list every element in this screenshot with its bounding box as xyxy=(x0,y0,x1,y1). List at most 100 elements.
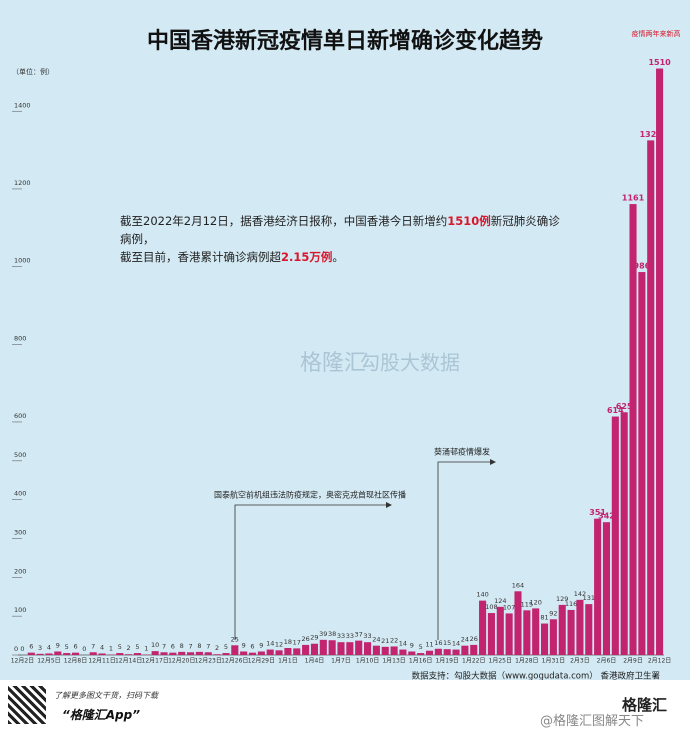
value-label: 9 xyxy=(56,642,60,650)
summary-highlight: 1510例 xyxy=(447,214,491,228)
bar xyxy=(125,654,133,655)
bar xyxy=(434,648,442,655)
x-tick-label: 2月9日 xyxy=(623,658,643,665)
bar xyxy=(257,651,265,655)
bar xyxy=(364,642,372,655)
bar xyxy=(487,613,495,655)
value-label: 15 xyxy=(443,639,451,647)
x-tick-label: 12月26日 xyxy=(221,658,248,665)
bar xyxy=(302,644,310,655)
footer-hint: 了解更多图文干货，扫码下载 xyxy=(54,691,158,700)
bar xyxy=(576,599,584,655)
value-label: 14 xyxy=(399,640,407,648)
bar xyxy=(638,272,646,655)
value-label: 6 xyxy=(73,643,77,651)
arrow xyxy=(234,504,388,640)
watermark-logo: 勾股大数据 xyxy=(360,351,460,375)
y-tick-label: 1000 xyxy=(14,257,31,265)
bar xyxy=(169,652,177,655)
value-label: 625 xyxy=(616,402,633,411)
x-tick-label: 12月29日 xyxy=(248,658,275,665)
value-label: 131 xyxy=(583,594,595,602)
value-label: 12 xyxy=(275,640,283,648)
value-label: 124 xyxy=(494,597,506,605)
value-label: 614 xyxy=(607,406,624,415)
value-label: 164 xyxy=(512,581,524,589)
value-label: 0 xyxy=(82,645,86,653)
y-tick-label: 200 xyxy=(14,567,26,575)
summary-text: 。 xyxy=(332,250,344,264)
value-label: 342 xyxy=(598,512,615,521)
value-label: 7 xyxy=(91,642,95,650)
summary-text: 截至目前，香港累计确诊病例超 xyxy=(120,250,281,264)
value-label: 17 xyxy=(293,638,301,646)
value-label: 38 xyxy=(328,630,336,638)
bar xyxy=(328,640,336,655)
bar xyxy=(248,652,257,655)
y-tick-label: 1200 xyxy=(14,179,31,187)
bar xyxy=(160,652,168,655)
value-label: 26 xyxy=(470,635,478,643)
summary-text: 截至2022年2月12日，据香港经济日报称，中国香港今日新增约 xyxy=(120,214,448,228)
x-tick-label: 1月7日 xyxy=(331,658,351,665)
bar xyxy=(514,591,522,655)
bar xyxy=(54,651,62,655)
value-label: 9 xyxy=(242,642,246,650)
value-label: 33 xyxy=(363,632,371,640)
value-label: 1510 xyxy=(648,58,671,67)
value-label: 6 xyxy=(250,643,254,651)
bar xyxy=(647,140,655,656)
bar xyxy=(36,653,44,655)
value-label: 5 xyxy=(419,643,423,651)
bar xyxy=(505,613,513,655)
value-label: 7 xyxy=(162,642,166,650)
summary: 截至2022年2月12日，据香港经济日报称，中国香港今日新增约1510例新冠肺炎… xyxy=(120,212,560,266)
summary-highlight: 2.15万例 xyxy=(281,250,333,264)
value-label: 16 xyxy=(434,639,442,647)
value-label: 10 xyxy=(151,641,159,649)
x-tick-label: 2月12日 xyxy=(648,658,671,665)
y-tick-label: 0 xyxy=(14,645,18,653)
bar xyxy=(611,416,619,655)
bar xyxy=(372,645,380,655)
value-label: 7 xyxy=(206,642,210,650)
bar xyxy=(549,619,557,655)
bar xyxy=(532,608,540,655)
value-label: 986 xyxy=(634,262,651,271)
value-label: 24 xyxy=(372,636,380,644)
bar xyxy=(310,643,318,655)
event-annotation: 国泰航空前机组违法防疫规定，奥密克戎首现社区传播 xyxy=(214,490,406,500)
value-label: 351 xyxy=(589,508,606,517)
bar xyxy=(231,645,239,655)
footer: 了解更多图文干货，扫码下载 “格隆汇App” 格隆汇 @格隆汇图解天下 xyxy=(0,680,690,732)
bar xyxy=(98,653,106,655)
bar xyxy=(204,652,212,655)
x-tick-label: 12月8日 xyxy=(64,658,87,665)
bar xyxy=(337,642,345,655)
value-label: 92 xyxy=(549,609,557,617)
y-tick-label: 400 xyxy=(14,490,26,498)
bar xyxy=(293,648,301,655)
bar xyxy=(63,653,71,655)
chart: 中国香港新冠疫情单日新增确诊变化趋势 （单位：例） 疫情两年来新高 国泰航空前机… xyxy=(11,28,681,680)
value-label: 8 xyxy=(197,642,201,650)
value-label: 18 xyxy=(284,638,292,646)
qr-code xyxy=(8,686,46,724)
bar xyxy=(558,604,566,655)
bar xyxy=(602,522,611,655)
bar xyxy=(594,518,602,655)
bar xyxy=(71,652,80,655)
x-tick-label: 2月6日 xyxy=(597,658,617,665)
value-label: 14 xyxy=(266,640,274,648)
bar xyxy=(195,651,203,655)
bar xyxy=(656,68,664,656)
x-tick-label: 12月11日 xyxy=(88,658,115,665)
summary-text: 新冠肺炎确诊病例， xyxy=(120,214,560,246)
value-label: 115 xyxy=(521,600,533,608)
bar xyxy=(151,651,159,655)
value-label: 120 xyxy=(529,598,541,606)
value-label: 5 xyxy=(65,643,69,651)
bar xyxy=(425,650,434,655)
value-label: 37 xyxy=(355,631,363,639)
